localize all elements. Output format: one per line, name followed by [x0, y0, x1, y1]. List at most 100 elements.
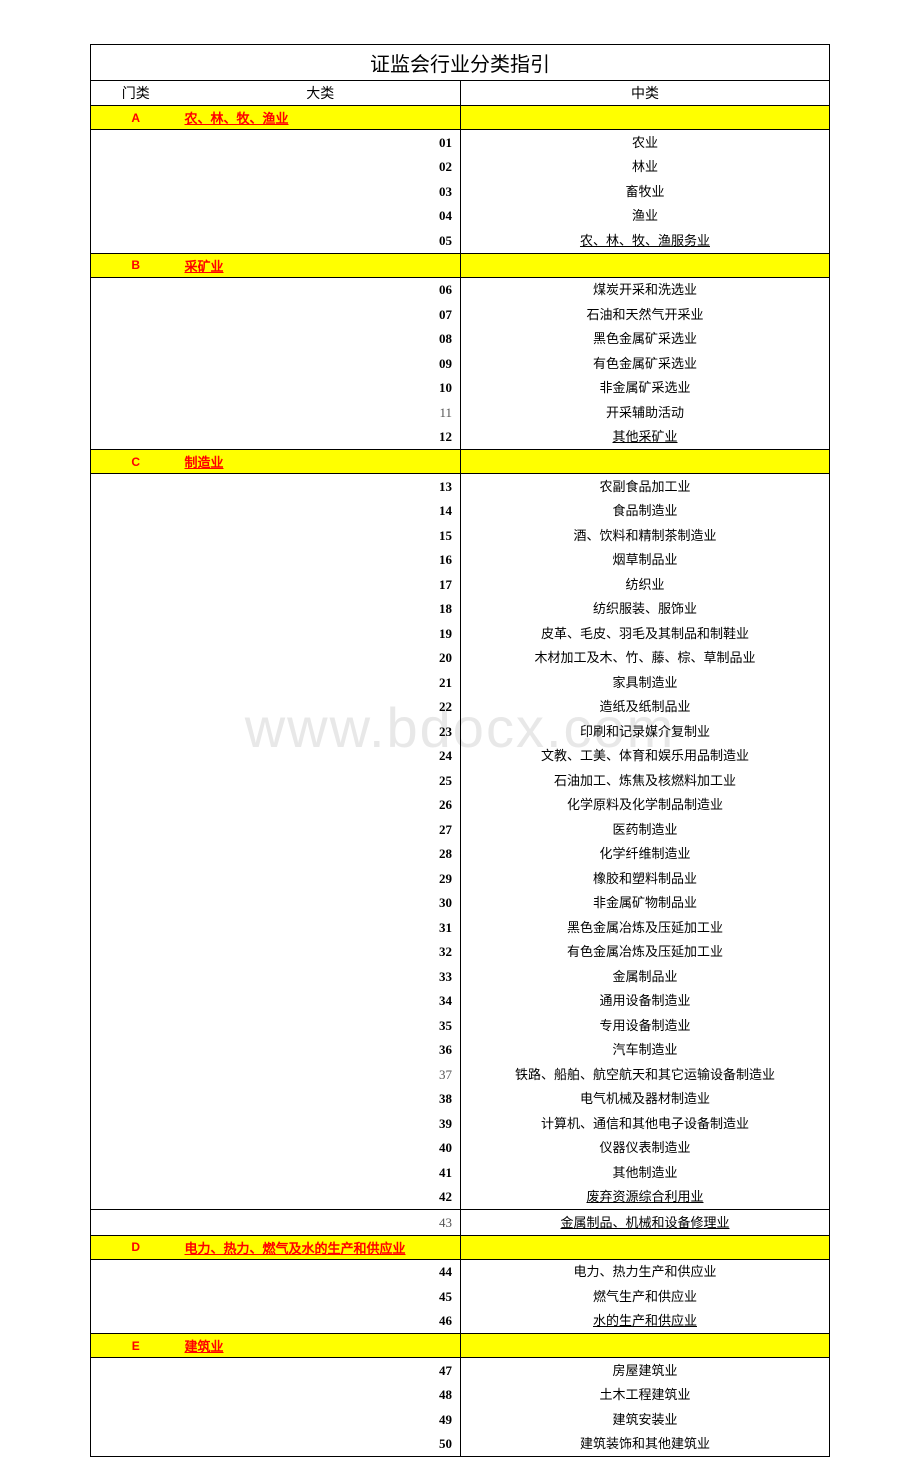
industry-desc: 农、林、牧、渔服务业 [461, 228, 830, 253]
industry-desc: 石油加工、炼焦及核燃料加工业 [461, 768, 830, 793]
table-row: 50建筑装饰和其他建筑业 [91, 1432, 830, 1457]
category-row: A农、林、牧、渔业 [91, 106, 830, 130]
table-row: 10非金属矿采选业 [91, 376, 830, 401]
table-row: 49建筑安装业 [91, 1407, 830, 1432]
gate-empty [91, 155, 181, 180]
category-row: B采矿业 [91, 253, 830, 277]
gate-empty [91, 621, 181, 646]
table-row: 19皮革、毛皮、羽毛及其制品和制鞋业 [91, 621, 830, 646]
industry-desc: 农副食品加工业 [461, 474, 830, 499]
industry-desc: 房屋建筑业 [461, 1358, 830, 1383]
industry-code: 38 [181, 1087, 461, 1112]
table-row: 11开采辅助活动 [91, 400, 830, 425]
table-row: 16烟草制品业 [91, 548, 830, 573]
industry-desc: 金属制品、机械和设备修理业 [461, 1210, 830, 1236]
industry-code: 42 [181, 1185, 461, 1210]
gate-empty [91, 1210, 181, 1236]
table-row: 31黑色金属冶炼及压延加工业 [91, 915, 830, 940]
header-row: 门类 大类 中类 [91, 81, 830, 106]
industry-code: 24 [181, 744, 461, 769]
industry-desc: 土木工程建筑业 [461, 1383, 830, 1408]
gate-empty [91, 130, 181, 155]
table-row: 21家具制造业 [91, 670, 830, 695]
industry-code: 11 [181, 400, 461, 425]
industry-desc: 电气机械及器材制造业 [461, 1087, 830, 1112]
industry-desc: 建筑装饰和其他建筑业 [461, 1432, 830, 1457]
gate-empty [91, 1087, 181, 1112]
gate-empty [91, 179, 181, 204]
industry-code: 45 [181, 1284, 461, 1309]
industry-desc: 开采辅助活动 [461, 400, 830, 425]
industry-desc: 通用设备制造业 [461, 989, 830, 1014]
table-row: 20木材加工及木、竹、藤、棕、草制品业 [91, 646, 830, 671]
industry-code: 12 [181, 425, 461, 450]
gate-empty [91, 744, 181, 769]
industry-code: 50 [181, 1432, 461, 1457]
category-name: 建筑业 [181, 1334, 461, 1358]
industry-code: 02 [181, 155, 461, 180]
gate-empty [91, 842, 181, 867]
gate-empty [91, 1259, 181, 1284]
industry-code: 28 [181, 842, 461, 867]
industry-desc: 食品制造业 [461, 499, 830, 524]
table-row: 35专用设备制造业 [91, 1013, 830, 1038]
table-row: 29橡胶和塑料制品业 [91, 866, 830, 891]
industry-code: 27 [181, 817, 461, 842]
category-letter: A [91, 106, 181, 130]
table-row: 06煤炭开采和洗选业 [91, 277, 830, 302]
table-row: 30非金属矿物制品业 [91, 891, 830, 916]
industry-desc: 其他采矿业 [461, 425, 830, 450]
gate-empty [91, 915, 181, 940]
gate-empty [91, 670, 181, 695]
table-row: 18纺织服装、服饰业 [91, 597, 830, 622]
industry-code: 46 [181, 1309, 461, 1334]
industry-desc: 农业 [461, 130, 830, 155]
gate-empty [91, 548, 181, 573]
category-letter: E [91, 1334, 181, 1358]
industry-desc: 有色金属冶炼及压延加工业 [461, 940, 830, 965]
industry-code: 37 [181, 1062, 461, 1087]
industry-code: 31 [181, 915, 461, 940]
gate-empty [91, 768, 181, 793]
industry-code: 07 [181, 302, 461, 327]
category-empty [461, 1235, 830, 1259]
classification-table: 证监会行业分类指引 门类 大类 中类 A农、林、牧、渔业01农业02林业03畜牧… [90, 44, 830, 1457]
gate-empty [91, 719, 181, 744]
industry-desc: 林业 [461, 155, 830, 180]
industry-code: 09 [181, 351, 461, 376]
gate-empty [91, 400, 181, 425]
industry-desc: 酒、饮料和精制茶制造业 [461, 523, 830, 548]
table-row: 44电力、热力生产和供应业 [91, 1259, 830, 1284]
table-row: 40仪器仪表制造业 [91, 1136, 830, 1161]
gate-empty [91, 1013, 181, 1038]
table-row: 17纺织业 [91, 572, 830, 597]
industry-code: 49 [181, 1407, 461, 1432]
industry-desc: 电力、热力生产和供应业 [461, 1259, 830, 1284]
gate-empty [91, 964, 181, 989]
table-row: 14食品制造业 [91, 499, 830, 524]
table-row: 07石油和天然气开采业 [91, 302, 830, 327]
industry-desc: 化学原料及化学制品制造业 [461, 793, 830, 818]
table-row: 41其他制造业 [91, 1160, 830, 1185]
gate-empty [91, 572, 181, 597]
industry-desc: 水的生产和供应业 [461, 1309, 830, 1334]
industry-desc: 计算机、通信和其他电子设备制造业 [461, 1111, 830, 1136]
table-row: 28化学纤维制造业 [91, 842, 830, 867]
industry-desc: 汽车制造业 [461, 1038, 830, 1063]
gate-empty [91, 1284, 181, 1309]
industry-code: 25 [181, 768, 461, 793]
table-row: 38电气机械及器材制造业 [91, 1087, 830, 1112]
industry-code: 29 [181, 866, 461, 891]
industry-desc: 皮革、毛皮、羽毛及其制品和制鞋业 [461, 621, 830, 646]
industry-code: 10 [181, 376, 461, 401]
gate-empty [91, 1111, 181, 1136]
table-row: 23印刷和记录媒介复制业 [91, 719, 830, 744]
industry-desc: 非金属矿采选业 [461, 376, 830, 401]
gate-empty [91, 1383, 181, 1408]
industry-desc: 煤炭开采和洗选业 [461, 277, 830, 302]
gate-empty [91, 302, 181, 327]
gate-empty [91, 940, 181, 965]
header-major: 大类 [181, 81, 461, 106]
gate-empty [91, 474, 181, 499]
gate-empty [91, 866, 181, 891]
